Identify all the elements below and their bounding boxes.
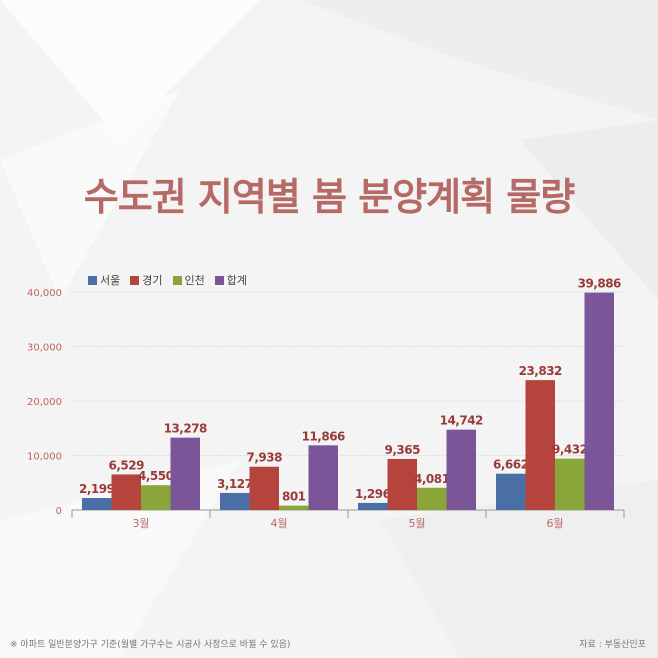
bar-incheon: [555, 458, 585, 510]
bar-seoul: [82, 498, 112, 510]
bar-gyeonggi: [111, 474, 141, 510]
legend-item-incheon: 인천: [172, 272, 205, 288]
data-label-gyeonggi: 23,832: [519, 364, 562, 378]
x-tick-label: 4월: [270, 517, 287, 530]
y-tick-label: 0: [56, 506, 62, 517]
bar-total: [584, 292, 614, 510]
data-label-gyeonggi: 9,365: [385, 443, 421, 457]
bar-gyeonggi: [525, 380, 555, 510]
x-tick-label: 3월: [132, 517, 149, 530]
data-label-total: 39,886: [578, 277, 621, 291]
legend-swatch-gyeonggi: [130, 275, 140, 285]
legend-label-incheon: 인천: [184, 274, 205, 287]
chart-legend: 서울 경기 인천 합계: [88, 272, 247, 288]
bar-total: [446, 429, 476, 510]
y-tick-label: 10,000: [27, 452, 62, 463]
data-label-total: 14,742: [440, 414, 483, 428]
legend-swatch-seoul: [88, 275, 97, 285]
data-label-incheon: 4,550: [138, 469, 174, 483]
data-label-incheon: 4,081: [414, 472, 450, 486]
source-note: 자료 : 부동산인포: [579, 640, 646, 650]
bar-total: [308, 445, 338, 510]
bar-seoul: [358, 502, 388, 510]
x-tick-label: 5월: [408, 517, 425, 530]
legend-swatch-total: [214, 275, 224, 285]
bar-seoul: [496, 473, 526, 510]
legend-item-seoul: 서울: [88, 272, 120, 288]
data-label-total: 13,278: [164, 422, 207, 436]
legend-label-gyeonggi: 경기: [142, 274, 163, 287]
legend-label-seoul: 서울: [100, 274, 121, 287]
data-label-seoul: 1,296: [355, 487, 391, 501]
footnote: ※ 아파트 일반분양가구 기준(월별 가구수는 시공사 사정으로 바뀔 수 있음…: [10, 640, 291, 650]
data-label-incheon: 9,432: [552, 443, 588, 457]
bar-incheon: [279, 505, 309, 510]
legend-swatch-incheon: [172, 275, 182, 285]
x-tick-label: 6월: [546, 517, 563, 530]
bar-incheon: [417, 487, 447, 510]
bar-incheon: [141, 485, 171, 510]
bar-total: [170, 437, 200, 510]
data-label-seoul: 6,662: [493, 458, 529, 472]
legend-item-total: 합계: [214, 272, 247, 288]
data-label-seoul: 3,127: [217, 477, 253, 491]
legend-label-total: 합계: [226, 274, 247, 287]
legend-item-gyeonggi: 경기: [130, 272, 163, 288]
data-label-gyeonggi: 6,529: [109, 458, 145, 472]
bar-gyeonggi: [387, 458, 417, 510]
data-label-seoul: 2,199: [79, 482, 115, 496]
page-title: 수도권 지역별 봄 분양계획 물량: [83, 175, 575, 219]
y-tick-label: 40,000: [27, 288, 62, 299]
y-tick-label: 20,000: [27, 397, 62, 408]
bar-gyeonggi: [249, 466, 279, 510]
data-label-incheon: 801: [282, 490, 306, 504]
y-tick-label: 30,000: [27, 343, 62, 354]
bar-seoul: [220, 492, 250, 510]
data-label-gyeonggi: 7,938: [247, 451, 283, 465]
data-label-total: 11,866: [302, 429, 345, 443]
